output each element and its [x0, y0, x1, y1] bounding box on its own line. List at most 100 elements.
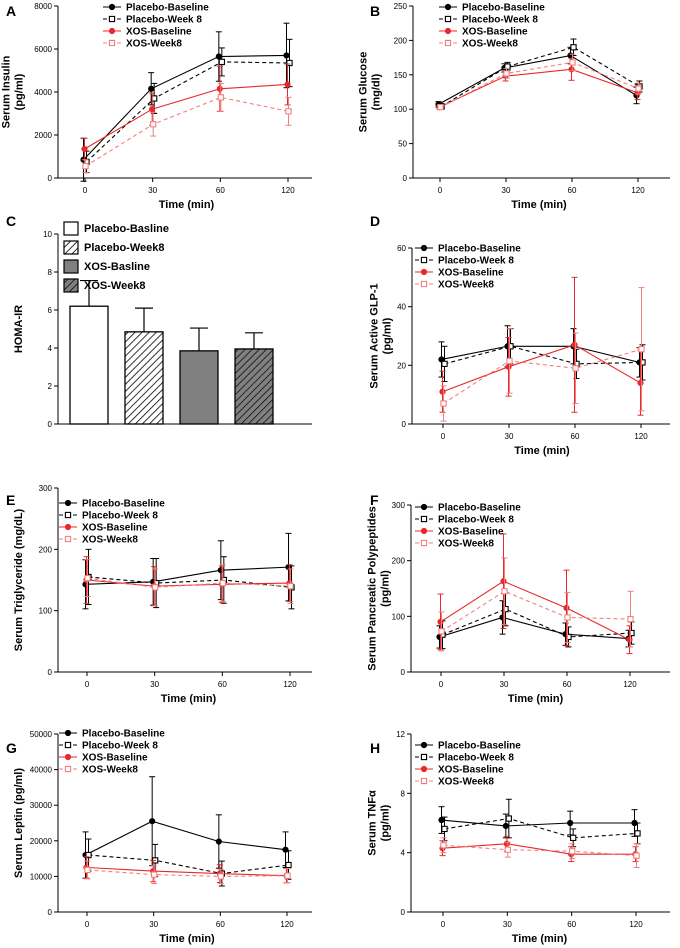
legend-label: Placebo-Baseline	[438, 244, 521, 255]
series-line	[443, 348, 642, 404]
legend-marker	[108, 27, 116, 35]
y-axis-label-f: Serum Pancreatic Polypeptides(pg/ml)	[367, 506, 392, 670]
legend-marker	[444, 3, 452, 11]
x-tick-label: 0	[439, 680, 444, 689]
y-axis-label-line: Serum Pancreatic Polypeptides	[367, 506, 379, 670]
data-point	[569, 848, 576, 855]
y-tick-label: 50	[398, 140, 407, 149]
x-tick-label: 60	[218, 680, 227, 689]
data-point	[440, 400, 447, 407]
data-point	[502, 822, 509, 830]
legend-label: XOS-Baseline	[438, 268, 504, 279]
x-axis-label: Time (min)	[159, 933, 215, 945]
x-tick-label: 60	[563, 680, 572, 689]
data-point	[85, 851, 92, 859]
y-axis-label-a: Serum Insulin(pg/ml)	[1, 55, 26, 128]
y-tick-label: 200	[392, 557, 406, 566]
data-point	[506, 357, 513, 365]
bar	[179, 350, 219, 425]
legend-marker	[108, 15, 116, 23]
x-tick-label: 30	[149, 920, 158, 929]
x-tick-label: 0	[85, 680, 90, 689]
x-tick-label: 60	[568, 186, 577, 195]
y-tick-label: 0	[48, 908, 53, 917]
x-tick-label: 30	[502, 186, 511, 195]
y-tick-label: 0	[402, 420, 407, 429]
y-tick-label: 60	[397, 244, 406, 253]
legend-label: Placebo-Week 8	[438, 515, 514, 526]
y-axis-label-line: Serum TNFα	[367, 790, 379, 856]
series-line	[442, 344, 641, 393]
x-tick-label: 60	[216, 186, 225, 195]
y-tick-label: 40000	[30, 766, 53, 775]
series-line	[83, 54, 287, 161]
x-tick-label: 60	[571, 432, 580, 441]
bar	[234, 348, 274, 425]
data-point	[504, 63, 511, 70]
legend-swatch	[63, 278, 79, 293]
data-point	[570, 834, 577, 841]
y-axis-label-b: Serum Glucose(mg/dl)	[358, 52, 383, 133]
y-tick-label: 0	[401, 668, 406, 677]
panel-letter: C	[6, 213, 16, 229]
series-line	[442, 843, 636, 855]
legend-label: Placebo-Week 8	[126, 15, 202, 26]
data-point	[282, 846, 289, 853]
y-tick-label: 8	[401, 789, 406, 798]
y-tick-label: 20	[397, 361, 406, 370]
y-axis-label-e: Serum Triglyceride (mg/dL)	[13, 508, 25, 651]
panel-a: A 0 2000 4000 6000 8000 Serum Insulin(pg/ml) 0 3…	[1, 2, 312, 211]
y-axis-label-line: (pg/ml)	[380, 570, 392, 607]
x-tick-label: 120	[280, 920, 294, 929]
panel-d: D 0 20 40 60 Serum Active GLP-1(pg/ml) 0 30 60 12…	[369, 213, 670, 457]
panel-letter: A	[6, 3, 16, 19]
y-tick-label: 10000	[30, 872, 53, 881]
legend-marker	[64, 499, 72, 507]
legend-label: Placebo-Week8	[84, 242, 165, 254]
series-line	[441, 819, 635, 827]
legend-label: XOS-Baseline	[82, 523, 148, 534]
legend-label: Placebo-Baseline	[438, 741, 521, 752]
data-point	[505, 815, 512, 822]
legend-marker	[64, 753, 72, 761]
data-point	[437, 103, 444, 111]
y-tick-label: 250	[394, 2, 408, 11]
series-line	[84, 83, 288, 150]
x-tick-label: 30	[148, 186, 157, 195]
data-point	[637, 379, 644, 387]
y-tick-label: 100	[392, 612, 406, 621]
y-tick-label: 150	[394, 71, 408, 80]
data-point	[502, 605, 509, 613]
y-tick-label: 4000	[34, 88, 52, 97]
data-point	[571, 341, 578, 348]
series-line	[85, 820, 286, 856]
legend-marker	[420, 753, 428, 761]
legend-marker	[420, 268, 428, 276]
data-point	[565, 633, 572, 641]
data-point	[639, 359, 646, 366]
legend-marker	[444, 15, 452, 23]
series-line	[442, 608, 632, 638]
x-axis-label: Time (min)	[512, 933, 568, 945]
legend-label: XOS-Week8	[462, 39, 518, 50]
legend-label: XOS-Baseline	[82, 753, 148, 764]
x-tick-label: 120	[623, 680, 637, 689]
panel-letter: F	[370, 492, 379, 508]
legend-label: XOS-Week8	[82, 765, 138, 776]
series-line	[441, 590, 631, 632]
series-line	[88, 854, 289, 875]
x-tick-label: 120	[631, 186, 645, 195]
y-axis-label-line: (mg/dl)	[371, 73, 383, 110]
data-point	[567, 819, 574, 827]
data-point	[438, 628, 445, 635]
legend-label: XOS-Baseline	[438, 765, 504, 776]
legend-label: Placebo-Baseline	[82, 499, 165, 510]
y-tick-label: 2000	[34, 131, 52, 140]
data-point	[219, 579, 226, 587]
y-tick-label: 30000	[30, 801, 53, 810]
data-point	[149, 818, 156, 825]
data-point	[215, 53, 222, 60]
panel-letter: H	[370, 740, 380, 756]
y-tick-label: 100	[394, 105, 408, 114]
data-point	[285, 861, 292, 869]
